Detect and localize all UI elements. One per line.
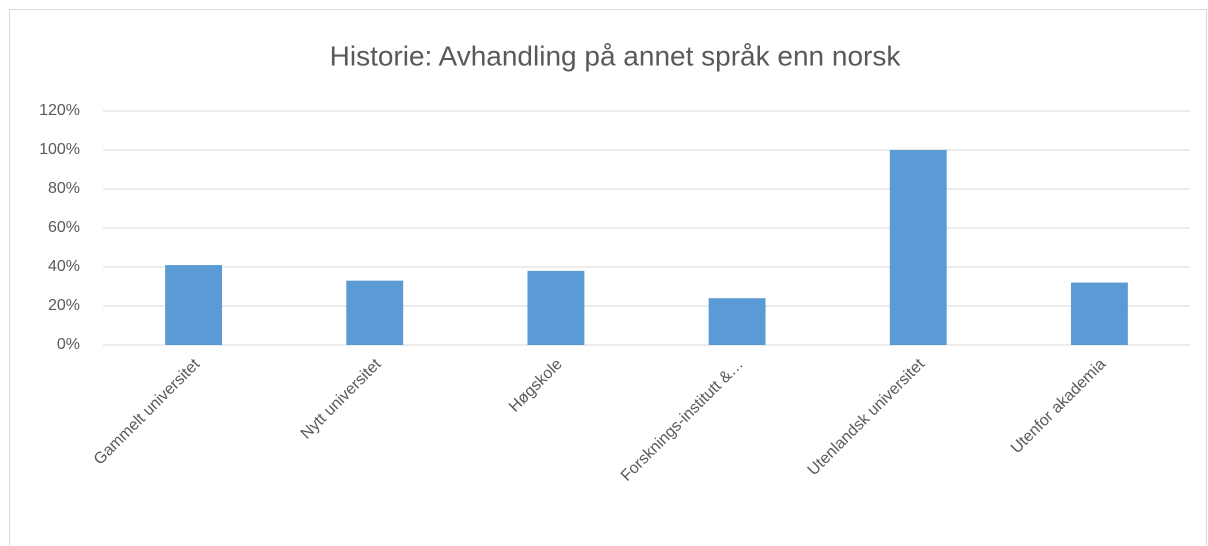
y-tick-label: 20% <box>48 297 80 314</box>
bar <box>165 265 223 345</box>
y-tick-label: 60% <box>48 219 80 236</box>
bar <box>1070 282 1128 345</box>
bar <box>346 280 404 345</box>
y-tick-label: 40% <box>48 258 80 275</box>
chart-title: Historie: Avhandling på annet språk enn … <box>330 40 902 71</box>
y-tick-label: 120% <box>39 102 80 119</box>
y-tick-label: 80% <box>48 180 80 197</box>
bar <box>708 298 766 345</box>
bar <box>527 270 585 345</box>
y-tick-label: 0% <box>57 336 80 353</box>
bar <box>889 150 947 345</box>
y-tick-label: 100% <box>39 141 80 158</box>
